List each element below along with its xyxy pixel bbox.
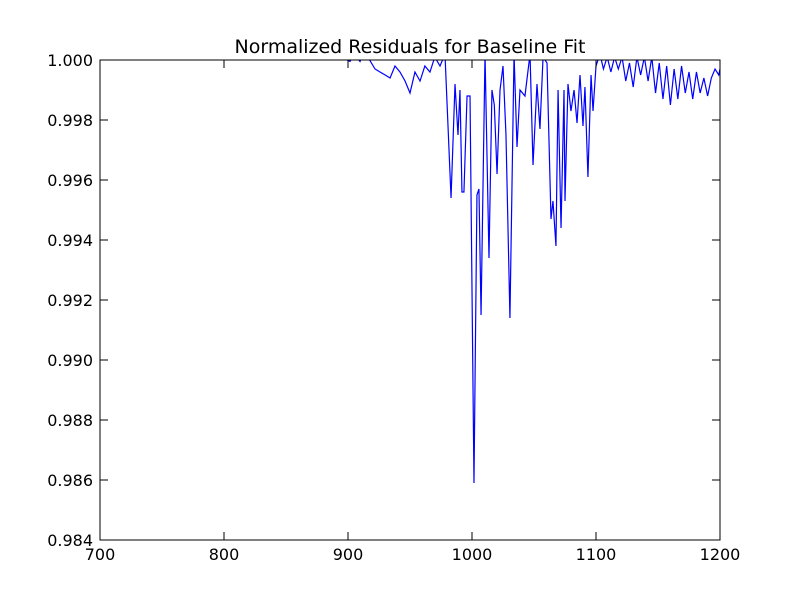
x-tick-label: 1100: [576, 545, 617, 564]
x-tick-label: 1200: [700, 545, 741, 564]
x-tick-label: 800: [209, 545, 240, 564]
y-tick-label: 0.994: [47, 231, 93, 250]
x-tick-label: 700: [85, 545, 116, 564]
y-tick-label: 0.992: [47, 291, 93, 310]
x-tick-label: 1000: [452, 545, 493, 564]
y-tick-label: 0.984: [47, 531, 93, 550]
y-tick-label: 0.990: [47, 351, 93, 370]
y-tick-label: 0.988: [47, 411, 93, 430]
y-tick-label: 0.986: [47, 471, 93, 490]
y-tick-label: 0.996: [47, 171, 93, 190]
y-tick-label: 1.000: [47, 51, 93, 70]
data-line: [346, 60, 720, 484]
y-tick-label: 0.998: [47, 111, 93, 130]
chart-title: Normalized Residuals for Baseline Fit: [235, 36, 586, 58]
x-tick-label: 900: [333, 545, 364, 564]
